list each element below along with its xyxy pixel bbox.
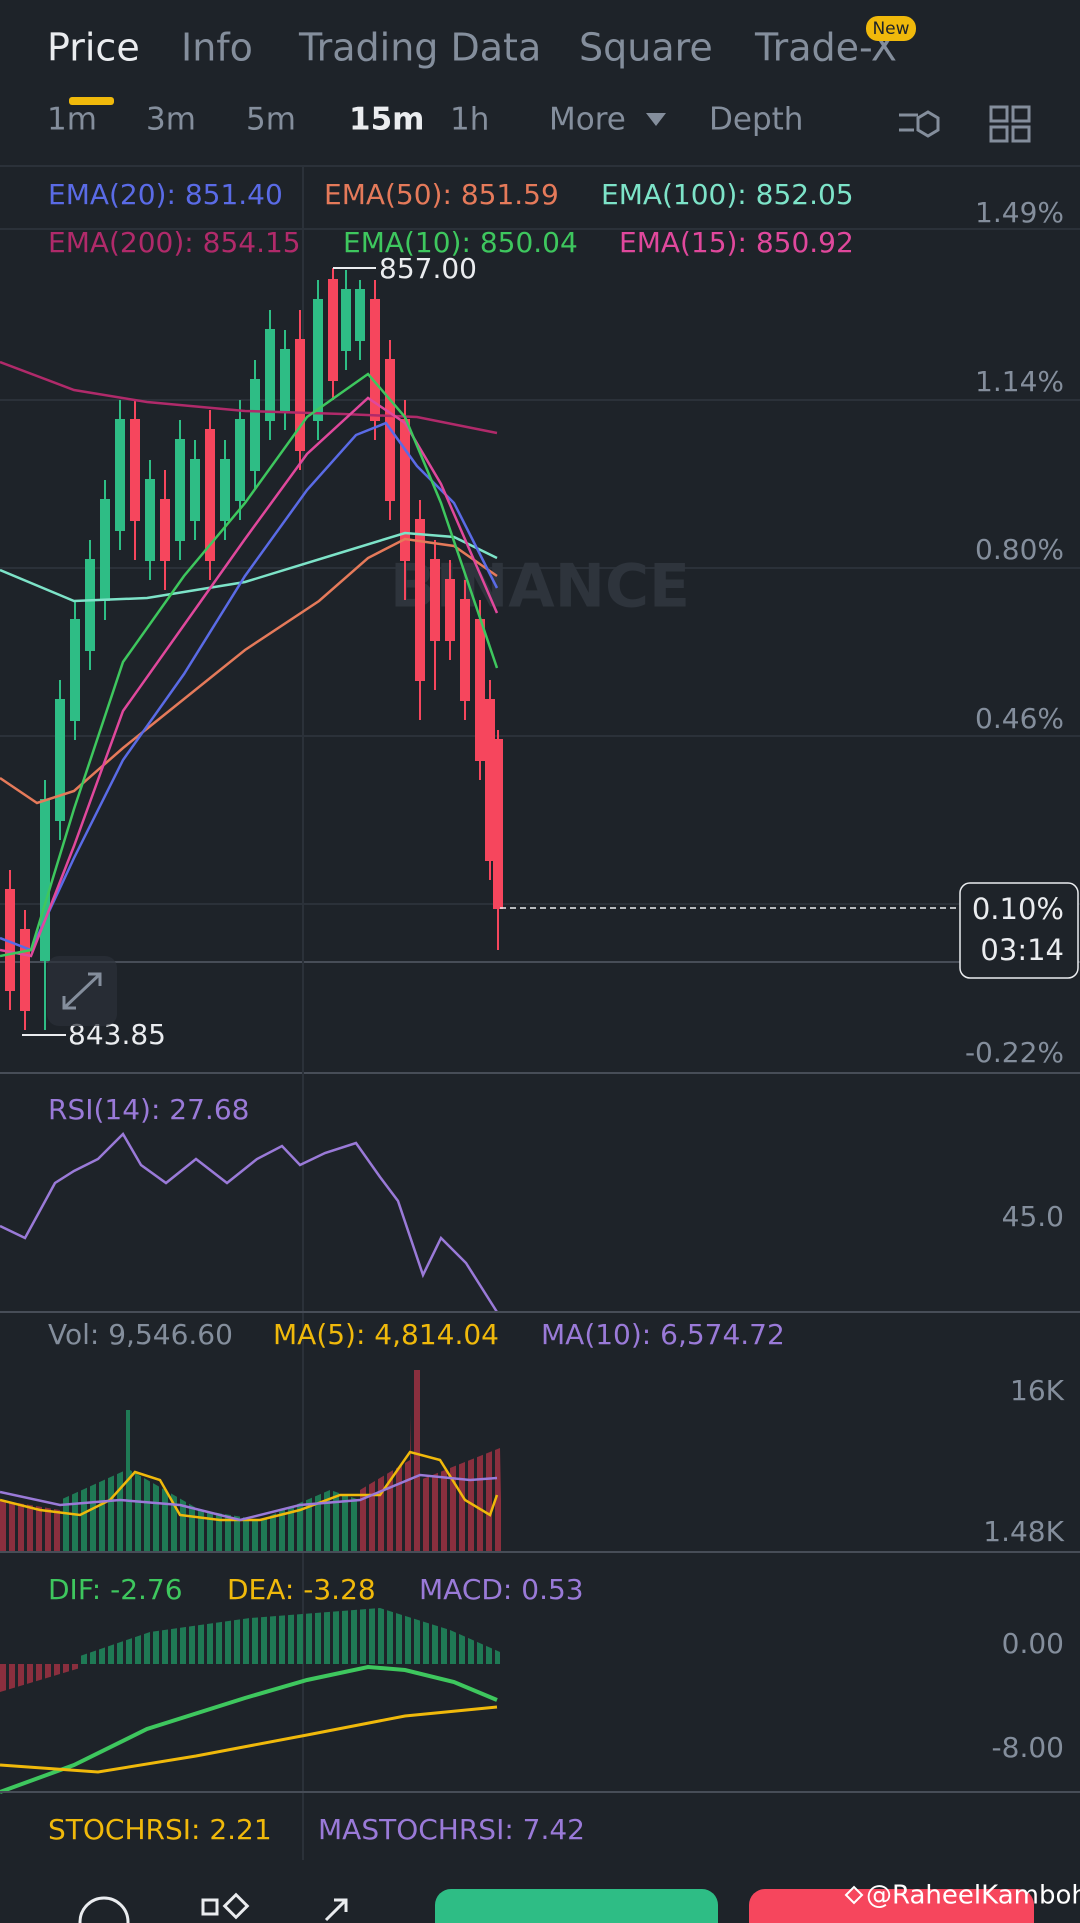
more[interactable]: More [549,102,626,138]
high-label: 857.00 [379,252,477,285]
candles [5,268,503,1030]
expand-button[interactable] [47,956,117,1026]
legend-item: EMA(10): 850.04 [343,226,578,259]
axis-label: 0.80% [975,533,1064,566]
tab-underline [69,97,114,105]
axis-label: 16K [1010,1374,1065,1407]
legend-item: EMA(20): 851.40 [48,178,283,211]
buy-button[interactable] [435,1889,718,1923]
credit-icon [844,1885,864,1905]
rsi-panel: RSI(14): 27.68 45.0 [0,1093,1080,1313]
settings-icon[interactable] [899,110,940,138]
volume-legend: Vol: 9,546.60 [48,1318,233,1351]
volume-legend: MA(10): 6,574.72 [541,1318,785,1351]
sell-button[interactable] [749,1889,1034,1923]
price-change: 0.10% [972,892,1064,926]
interval[interactable]: 1h [450,102,489,138]
axis-label: -8.00 [992,1731,1064,1764]
interval[interactable]: 3m [146,102,196,138]
tab[interactable]: Trading Data [298,26,541,70]
legend-item: EMA(200): 854.15 [48,226,301,259]
badge-text: New [872,19,909,39]
layout-icon[interactable] [989,105,1031,143]
badge [866,16,916,41]
stochrsi-panel: STOCHRSI: 2.21 MASTOCHRSI: 7.42 [48,1813,585,1846]
legend-item: EMA(50): 851.59 [324,178,559,211]
axis-label: 1.48K [983,1515,1064,1548]
watermark: BINANCE [390,552,690,622]
interval[interactable]: 5m [246,102,296,138]
stochrsi-legend: STOCHRSI: 2.21 [48,1813,272,1846]
interval-bar: 1m 3m 5m 15m 1h More Depth [0,102,1080,167]
axis-label: 1.49% [975,196,1064,229]
legend-item: EMA(15): 850.92 [619,226,854,259]
legend-item: EMA(100): 852.05 [601,178,854,211]
tab[interactable]: Info [181,26,253,70]
tab-bar: Price Info Trading Data Square Trade-X N… [47,16,916,105]
axis-label: 0.46% [975,702,1064,735]
depth[interactable]: Depth [709,102,803,138]
countdown: 03:14 [980,933,1064,967]
credit: @RaheelKamboh [866,1881,1080,1911]
ema-legend: EMA(20): 851.40 EMA(50): 851.59 EMA(100)… [48,178,854,259]
tab[interactable]: Square [579,26,713,70]
ema-lines [0,360,499,958]
bottom-bar: @RaheelKamboh [78,1881,1080,1923]
tab[interactable]: Price [47,26,140,70]
dropdown-arrow [646,113,666,126]
macd-panel: DIF: -2.76 DEA: -3.28 MACD: 0.53 0.00 -8… [0,1573,1080,1794]
share-icon[interactable] [324,1898,348,1922]
stochrsi-legend: MASTOCHRSI: 7.42 [318,1813,585,1846]
volume-legend: MA(5): 4,814.04 [273,1318,499,1351]
rsi-legend: RSI(14): 27.68 [48,1093,249,1126]
volume-panel: Vol: 9,546.60 MA(5): 4,814.04 MA(10): 6,… [0,1318,1080,1553]
axis-label: -0.22% [965,1036,1064,1069]
grid-icon[interactable] [201,1892,250,1920]
interval[interactable]: 1m [47,102,97,138]
menu-icon[interactable] [78,1896,130,1923]
current-price-box: 0.10% 03:14 [959,882,1079,979]
macd-legend: MACD: 0.53 [419,1573,584,1606]
price-axis: 1.49% 1.14% 0.80% 0.46% -0.22% [965,196,1064,1069]
macd-legend: DEA: -3.28 [227,1573,376,1606]
macd-legend: DIF: -2.76 [48,1573,183,1606]
axis-label: 45.0 [1002,1200,1064,1233]
axis-label: 1.14% [975,365,1064,398]
interval[interactable]: 15m [349,102,424,138]
axis-label: 0.00 [1002,1627,1064,1660]
